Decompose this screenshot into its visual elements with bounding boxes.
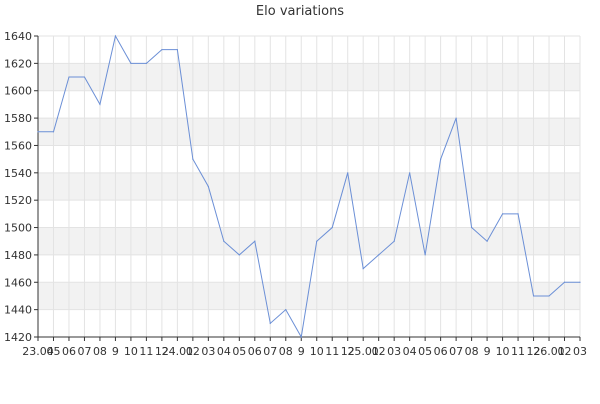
data-point xyxy=(83,76,86,78)
background-band xyxy=(38,118,580,146)
y-tick-label: 1540 xyxy=(4,167,32,180)
x-tick-label: 05 xyxy=(232,345,246,358)
x-tick-label: 25.01 xyxy=(347,345,379,358)
y-tick-label: 1440 xyxy=(4,304,32,317)
data-point xyxy=(68,76,70,78)
x-tick-label: 05 xyxy=(418,345,432,358)
x-tick-label: 03 xyxy=(573,345,587,358)
data-point xyxy=(455,117,457,119)
y-axis-ticks: 1420 1440 1460 1480 1500 1520 1540 1560 1580 1600… xyxy=(4,30,38,344)
y-tick-label: 1420 xyxy=(4,331,32,344)
data-point xyxy=(486,240,488,242)
data-point xyxy=(378,254,380,256)
x-tick-label: 12 xyxy=(155,345,169,358)
data-point xyxy=(254,240,256,242)
background-band xyxy=(38,63,580,91)
x-tick-label: 11 xyxy=(139,345,153,358)
x-tick-label: 08 xyxy=(465,345,479,358)
x-tick-label: 24.01 xyxy=(162,345,194,358)
data-point xyxy=(269,322,271,324)
x-tick-label: 10 xyxy=(496,345,510,358)
x-tick-label: 23.04 xyxy=(22,345,54,358)
data-point xyxy=(192,158,194,160)
y-tick-label: 1560 xyxy=(4,139,32,152)
x-tick-label: 07 xyxy=(77,345,91,358)
x-tick-label: 07 xyxy=(263,345,277,358)
series-group xyxy=(37,34,581,339)
x-tick-label: 26.01 xyxy=(533,345,565,358)
x-tick-label: 10 xyxy=(310,345,324,358)
x-tick-label: 02 xyxy=(558,345,572,358)
data-point xyxy=(440,158,442,160)
x-tick-label: 06 xyxy=(62,345,76,358)
x-tick-label: 11 xyxy=(325,345,339,358)
x-tick-label: 9 xyxy=(112,345,119,358)
data-point xyxy=(207,185,209,188)
y-tick-label: 1480 xyxy=(4,249,32,262)
data-point xyxy=(424,254,426,256)
x-tick-label: 02 xyxy=(186,345,200,358)
data-point xyxy=(471,226,473,229)
data-point xyxy=(579,281,581,283)
background-band xyxy=(38,172,580,201)
grid-lines xyxy=(37,35,581,338)
background-band xyxy=(38,227,580,255)
background-bands xyxy=(38,63,580,310)
data-point xyxy=(161,49,163,51)
x-tick-label: 9 xyxy=(298,345,305,358)
axes xyxy=(37,36,580,338)
x-tick-label: 12 xyxy=(527,345,541,358)
x-tick-label: 04 xyxy=(403,345,417,358)
x-tick-label: 05 xyxy=(46,345,60,358)
x-tick-label: 9 xyxy=(484,345,491,358)
x-tick-label: 10 xyxy=(124,345,138,358)
data-point xyxy=(501,213,504,215)
data-point xyxy=(285,309,287,311)
data-point xyxy=(114,35,117,37)
x-tick-label: 03 xyxy=(387,345,401,358)
x-tick-label: 02 xyxy=(372,345,386,358)
data-point xyxy=(300,336,302,338)
y-tick-label: 1520 xyxy=(4,194,32,207)
x-tick-label: 08 xyxy=(93,345,107,358)
y-tick-label: 1460 xyxy=(4,276,32,289)
x-tick-label: 04 xyxy=(217,345,231,358)
data-point xyxy=(52,131,55,133)
data-point xyxy=(145,62,147,64)
y-tick-label: 1620 xyxy=(4,57,32,70)
data-point xyxy=(563,281,566,283)
x-tick-label: 11 xyxy=(511,345,525,358)
data-point xyxy=(362,267,364,270)
data-point xyxy=(176,49,178,51)
x-tick-label: 06 xyxy=(434,345,448,358)
y-tick-label: 1600 xyxy=(4,85,32,98)
x-tick-label: 03 xyxy=(201,345,215,358)
x-tick-label: 12 xyxy=(341,345,355,358)
y-tick-label: 1500 xyxy=(4,222,32,235)
chart-title: Elo variations xyxy=(255,4,345,19)
data-point xyxy=(99,103,101,106)
data-point xyxy=(517,213,519,215)
data-point xyxy=(532,295,535,297)
data-point xyxy=(37,131,39,133)
data-point xyxy=(130,62,132,64)
x-tick-label: 07 xyxy=(449,345,463,358)
y-tick-label: 1580 xyxy=(4,112,32,125)
data-point xyxy=(548,295,550,297)
data-point xyxy=(393,240,395,242)
data-point xyxy=(331,226,333,229)
data-point xyxy=(347,172,349,174)
x-tick-label: 06 xyxy=(248,345,262,358)
x-tick-label: 08 xyxy=(279,345,293,358)
data-point xyxy=(409,172,411,174)
y-tick-label: 1640 xyxy=(4,30,32,43)
data-point xyxy=(223,240,225,242)
series-line xyxy=(38,34,580,339)
data-point xyxy=(238,254,240,256)
data-point xyxy=(316,240,318,242)
